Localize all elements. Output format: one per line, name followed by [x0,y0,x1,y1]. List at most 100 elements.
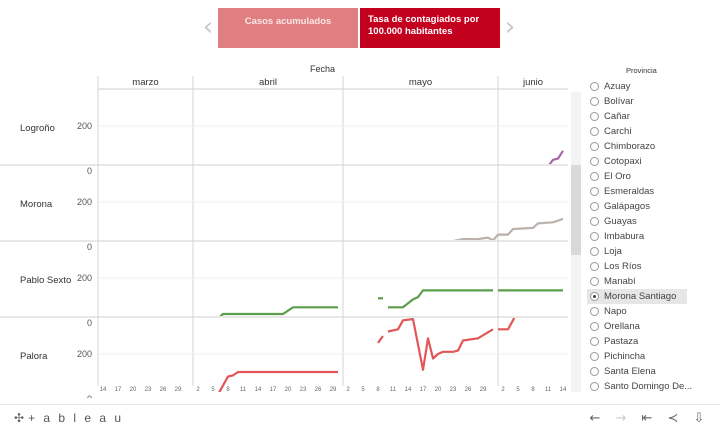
filter-option[interactable]: Carchi [587,124,717,139]
series-line-morona-2[interactable] [388,217,564,245]
filter-option[interactable]: Los Ríos [587,259,717,274]
radio-button-icon[interactable] [590,277,599,286]
series-line-palora-1[interactable] [193,370,338,395]
filter-option[interactable]: Santa Elena [587,364,717,379]
filter-option[interactable]: Napo [587,304,717,319]
filter-option-label: Chimborazo [604,141,656,152]
month-header-mayo: mayo [409,77,432,88]
y-tick-label: 200 [77,349,92,359]
radio-button-icon[interactable] [590,127,599,136]
download-icon[interactable]: ⇩ [693,411,705,426]
chevron-left-icon[interactable]: ‹ [202,12,214,42]
share-icon[interactable]: ≺ [667,411,679,426]
tab-navigator: ‹ Casos acumulados Tasa de contagiados p… [198,8,520,48]
filter-option[interactable]: Bolívar [587,94,717,109]
radio-button-icon[interactable] [590,82,599,91]
x-tick-label: 8 [376,387,380,393]
radio-button-icon[interactable] [590,202,599,211]
filter-option-label: Pichincha [604,351,646,362]
redo-icon[interactable]: → [615,411,627,426]
radio-button-icon[interactable] [590,142,599,151]
x-tick-label: 11 [390,387,397,393]
radio-button-icon[interactable] [590,337,599,346]
radio-button-icon[interactable] [590,322,599,331]
x-tick-label: 17 [270,387,277,393]
series-line-palora-3[interactable] [387,318,494,371]
series-line-palora-2[interactable] [377,335,384,344]
filter-option[interactable]: Pichincha [587,349,717,364]
radio-button-icon[interactable] [590,382,599,391]
row-label-palora: Palora [20,351,48,362]
radio-button-icon[interactable] [590,232,599,241]
toolbar-tools: ← → ⇤ ≺ ⇩ [582,409,712,429]
chart-scrollbar-thumb[interactable] [571,165,581,255]
filter-option[interactable]: Morona Santiago [587,289,687,304]
filter-option[interactable]: El Oro [587,169,717,184]
x-tick-label: 14 [405,387,412,393]
x-tick-label: 23 [300,387,307,393]
filter-option[interactable]: Cotopaxi [587,154,717,169]
radio-button-icon[interactable] [590,217,599,226]
chevron-right-icon[interactable]: › [504,12,516,42]
filter-option-label: Guayas [604,216,637,227]
filter-option[interactable]: Manabí [587,274,717,289]
x-tick-label: 5 [516,387,520,393]
x-tick-label: 14 [255,387,262,393]
x-tick-label: 23 [145,387,152,393]
radio-button-icon[interactable] [590,352,599,361]
radio-button-icon[interactable] [590,172,599,181]
filter-option[interactable]: Imbabura [587,229,717,244]
column-header-fecha: Fecha [310,64,336,74]
filter-option-label: Galápagos [604,201,650,212]
radio-button-icon[interactable] [590,157,599,166]
tab-casos-acumulados[interactable]: Casos acumulados [218,8,358,48]
filter-option[interactable]: Pastaza [587,334,717,349]
radio-button-icon[interactable] [590,292,599,301]
radio-button-icon[interactable] [590,247,599,256]
tableau-brand[interactable]: ✣ + a b l e a u [14,411,124,425]
filter-option[interactable]: Orellana [587,319,717,334]
radio-button-icon[interactable] [590,112,599,121]
series-line-morona-0[interactable] [98,245,338,247]
undo-icon[interactable]: ← [589,411,601,426]
row-label-morona: Morona [20,199,53,210]
x-tick-label: 14 [100,387,107,393]
filter-option[interactable]: Cañar [587,109,717,124]
filter-option-label: El Oro [604,171,631,182]
x-tick-label: 2 [196,387,200,393]
revert-icon[interactable]: ⇤ [641,411,653,426]
filter-option[interactable]: Esmeraldas [587,184,717,199]
month-header-marzo: marzo [132,77,158,88]
series-line-pablo-sexto-1[interactable] [193,306,338,323]
series-line-palora-4[interactable] [498,273,563,331]
radio-button-icon[interactable] [590,262,599,271]
x-tick-label: 17 [115,387,122,393]
filter-option-label: Cañar [604,111,630,122]
series-line-logroño-2[interactable] [388,150,564,171]
series-line-palora-0[interactable] [98,396,188,398]
filter-option-label: Santo Domingo De... [604,381,693,392]
filter-option[interactable]: Chimborazo [587,139,717,154]
filter-option[interactable]: Galápagos [587,199,717,214]
filter-option-label: Loja [604,246,622,257]
toolbar-footer: ✣ + a b l e a u ← → ⇤ ≺ ⇩ [0,404,720,433]
filter-option[interactable]: Santo Domingo De... [587,379,717,394]
x-tick-label: 2 [346,387,350,393]
x-tick-label: 20 [435,387,442,393]
filter-option-label: Los Ríos [604,261,642,272]
x-tick-label: 5 [361,387,365,393]
series-line-pablo-sexto-3[interactable] [388,289,493,309]
filter-option[interactable]: Azuay [587,79,717,94]
radio-button-icon[interactable] [590,367,599,376]
row-label-pablo-sexto: Pablo Sexto [20,275,71,286]
filter-option-label: Morona Santiago [604,291,677,302]
radio-button-icon[interactable] [590,97,599,106]
radio-button-icon[interactable] [590,187,599,196]
provincia-filter-list: Azuay Bolívar Cañar Carchi Chimborazo Cotopax… [587,79,717,394]
tab-tasa-contagiados[interactable]: Tasa de contagiados por 100.000 habitant… [360,8,500,48]
y-tick-label: 0 [87,318,92,328]
radio-button-icon[interactable] [590,307,599,316]
filter-option[interactable]: Guayas [587,214,717,229]
filter-option[interactable]: Loja [587,244,717,259]
